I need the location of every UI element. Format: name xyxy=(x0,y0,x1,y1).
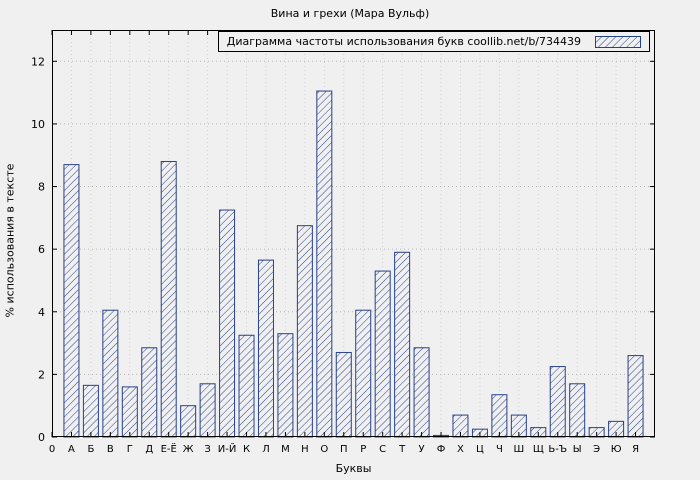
plot-border xyxy=(52,30,655,437)
bar-Т xyxy=(394,251,411,438)
x-tick-label: К xyxy=(243,444,250,455)
x-tick-label: Д xyxy=(145,444,153,455)
x-tick-label: Г xyxy=(127,444,133,455)
x-tick-label: Ю xyxy=(611,444,622,455)
bar-Ь-Ъ xyxy=(549,366,566,438)
bars-group xyxy=(63,90,644,438)
bar-Е-Ё xyxy=(160,160,177,438)
x-tick-label: Р xyxy=(360,444,366,455)
bar-А xyxy=(63,164,80,438)
bar-С xyxy=(374,270,391,438)
y-tick-label: 8 xyxy=(38,181,45,194)
y-tick-label: 6 xyxy=(38,243,45,256)
chart-title: Вина и грехи (Мара Вульф) xyxy=(270,7,430,20)
x-tick-label: Н xyxy=(301,444,309,455)
x-tick-label: С xyxy=(379,444,386,455)
x-tick-label: М xyxy=(281,444,290,455)
bar-Г xyxy=(121,386,138,438)
bar-О xyxy=(316,90,333,438)
bar-З xyxy=(199,383,216,438)
bar-Ы xyxy=(569,383,586,438)
x-tick-label: Ц xyxy=(476,444,484,455)
y-tick-label: 4 xyxy=(38,306,45,319)
bar-М xyxy=(277,333,294,438)
x-axis-label: Буквы xyxy=(335,462,372,475)
bar-П xyxy=(335,351,352,438)
bar-У xyxy=(413,347,430,438)
x-tick-label: В xyxy=(107,444,114,455)
x-tick-label: Ж xyxy=(183,444,194,455)
bar-Ч xyxy=(491,394,508,438)
x-tick-label: О xyxy=(320,444,328,455)
x-tick-label: Ь-Ъ xyxy=(548,444,567,455)
y-tick-label: 2 xyxy=(38,368,45,381)
bar-И-Й xyxy=(219,209,236,438)
x-tick-label: Ш xyxy=(513,444,524,455)
legend-bar-sample xyxy=(595,35,641,48)
bar-Л xyxy=(257,259,274,438)
x-tick-label: И-Й xyxy=(218,442,237,455)
x-tick-label: Щ xyxy=(533,444,544,455)
x-tick-label: Б xyxy=(87,444,94,455)
x-tick-label: 0 xyxy=(49,444,55,455)
x-tick-label: Ф xyxy=(437,444,446,455)
x-tick-label: А xyxy=(68,444,75,455)
x-tick-label: Л xyxy=(262,444,270,455)
x-tick-label: Я xyxy=(632,444,639,455)
x-tick-label: Э xyxy=(593,444,600,455)
x-tick-label: П xyxy=(340,444,348,455)
x-tick-label: Е-Ё xyxy=(161,442,177,455)
x-tick-label: З xyxy=(204,444,210,455)
legend-label: Диаграмма частоты использования букв coo… xyxy=(226,35,581,48)
bar-Я xyxy=(627,355,644,438)
y-tick-label: 12 xyxy=(31,55,45,68)
bar-Б xyxy=(82,384,99,438)
bar-К xyxy=(238,334,255,438)
x-tick-label: Ы xyxy=(573,444,582,455)
bar-Д xyxy=(141,347,158,438)
x-tick-label: Т xyxy=(398,444,406,455)
x-tick-label: Х xyxy=(457,444,464,455)
bar-В xyxy=(102,309,119,438)
x-tick-label: Ч xyxy=(496,444,503,455)
bar-Р xyxy=(355,309,372,438)
y-tick-label: 10 xyxy=(31,118,45,131)
tick-labels: 0 2 4 6 8 10 12 0 А Б В Г Д Е-Ё Ж З И-Й К Л М Н О П Р С Т У Ф Х Ц Ч Ш Щ Ь… xyxy=(31,55,639,455)
legend: Диаграмма частоты использования букв coo… xyxy=(217,31,650,52)
y-tick-label: 0 xyxy=(38,431,45,444)
x-tick-label: У xyxy=(419,444,425,455)
bar-Н xyxy=(296,225,313,438)
